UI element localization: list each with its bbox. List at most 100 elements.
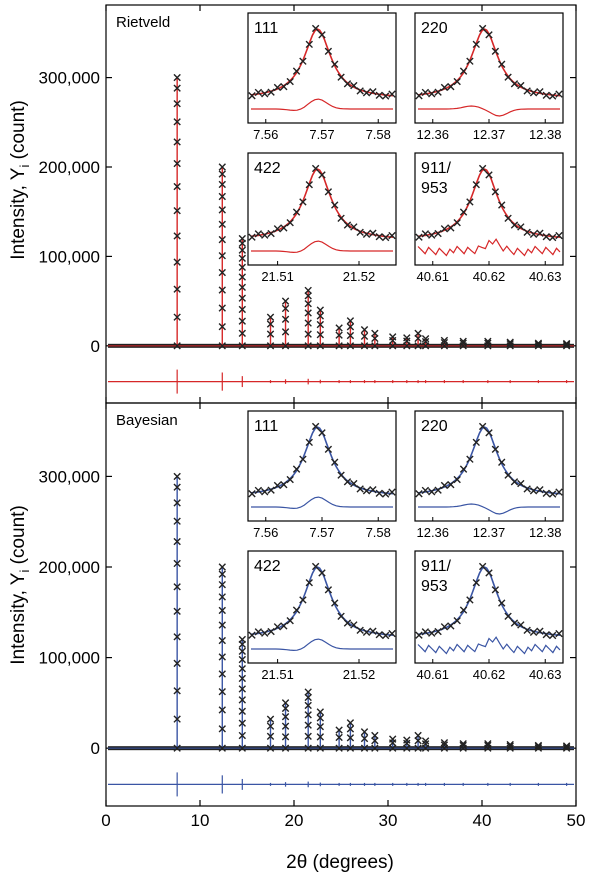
observed-point: [304, 330, 312, 338]
observed-point: [346, 342, 355, 350]
inset-difference-curve: [418, 503, 560, 515]
observed-point: [218, 606, 226, 615]
observed-point: [421, 744, 430, 752]
observed-point: [304, 693, 312, 702]
observed-point: [440, 336, 449, 345]
inset-observed-point: [305, 578, 313, 587]
inset-observed-point: [292, 208, 301, 216]
observed-point: [238, 744, 246, 752]
x-tick-label: 30: [379, 811, 398, 830]
observed-point: [173, 207, 181, 215]
observed-point: [266, 722, 275, 730]
x-tick-label: 50: [567, 811, 586, 830]
inset-observed-point: [286, 475, 294, 484]
observed-point: [506, 742, 514, 750]
observed-point: [421, 737, 430, 745]
inset-111: 111 7.56 7.57 7.58: [247, 12, 397, 142]
inset-observed-point: [337, 214, 345, 222]
inset-tick-label: 40.63: [529, 269, 562, 284]
observed-point: [238, 731, 246, 740]
inset-label: 220: [421, 418, 448, 435]
inset-observed-point: [472, 438, 480, 447]
observed-point: [335, 331, 343, 339]
inset-observed-point: [555, 629, 563, 638]
observed-point: [371, 342, 379, 350]
observed-point: [218, 706, 226, 714]
observed-point: [238, 664, 246, 673]
inset-observed-point: [472, 180, 480, 189]
inset-observed-point: [350, 621, 358, 629]
inset-observed-point: [369, 627, 377, 635]
observed-point: [335, 324, 343, 332]
inset-observed-point: [337, 612, 345, 620]
inset-observed-point: [453, 219, 461, 227]
observed-point: [281, 712, 290, 721]
inset-observed-point: [421, 486, 430, 495]
y-tick-label: 300,000: [39, 467, 100, 486]
observed-point: [173, 472, 181, 481]
inset-frame: [247, 550, 397, 664]
observed-point: [414, 736, 422, 745]
inset-observed-point: [324, 445, 333, 454]
observed-point: [304, 309, 312, 317]
inset-observed-point: [517, 621, 525, 629]
inset-observed-point: [343, 221, 352, 229]
observed-point: [421, 334, 430, 343]
inset-111: 111 7.56 7.57 7.58: [247, 410, 397, 540]
inset-observed-point: [350, 81, 358, 90]
observed-point: [335, 733, 343, 742]
inset-observed-point: [453, 475, 461, 484]
y-axis-label-bottom: Intensity, Yi (count): [8, 505, 32, 665]
x-axis-label: 2θ (degrees): [286, 852, 394, 873]
observed-point: [459, 342, 467, 350]
inset-observed-point: [331, 60, 339, 68]
inset-observed-point: [478, 562, 487, 571]
inset-observed-point: [254, 628, 263, 636]
observed-point: [238, 707, 246, 716]
observed-point: [371, 736, 379, 745]
observed-point: [506, 342, 514, 350]
observed-point: [506, 744, 514, 752]
inset-observed-point: [510, 221, 519, 229]
inset-observed-point: [273, 225, 282, 233]
inset-observed-point: [248, 490, 256, 498]
inset-observed-point: [324, 188, 333, 196]
inset-observed-point: [555, 90, 563, 98]
inset-observed-point: [453, 617, 461, 625]
inset-observed-point: [453, 77, 461, 86]
inset-label: 220: [421, 20, 448, 37]
observed-point: [173, 313, 181, 321]
observed-point: [316, 330, 325, 339]
inset-observed-point: [280, 224, 288, 232]
inset-observed-point: [459, 465, 468, 473]
observed-point: [316, 708, 325, 716]
inset-observed-point: [466, 57, 474, 65]
inset-observed-point: [388, 629, 396, 638]
observed-point: [281, 744, 290, 752]
inset-observed-point: [491, 47, 500, 56]
observed-point: [218, 570, 226, 578]
observed-point: [218, 621, 226, 629]
observed-point: [562, 744, 571, 752]
inset-observed-point: [529, 628, 538, 636]
inset-frame: [414, 152, 564, 266]
inset-frame: [247, 152, 397, 266]
y-tick-label: 0: [91, 337, 100, 356]
observed-point: [238, 273, 246, 281]
observed-point: [173, 715, 181, 723]
observed-point: [238, 283, 246, 292]
inset-observed-point: [286, 219, 294, 227]
observed-point: [304, 342, 312, 350]
inset-label: 953: [421, 578, 448, 595]
observed-point: [238, 317, 246, 325]
inset-observed-point: [440, 225, 449, 233]
inset-observed-point: [555, 231, 563, 240]
observed-point: [414, 342, 422, 350]
observed-point: [304, 286, 312, 295]
inset-tick-label: 7.58: [366, 127, 391, 142]
x-tick-label: 0: [101, 811, 110, 830]
inset-observed-point: [388, 90, 396, 98]
observed-point: [304, 292, 312, 300]
inset-observed-point: [517, 479, 525, 488]
inset-observed-point: [548, 233, 557, 242]
